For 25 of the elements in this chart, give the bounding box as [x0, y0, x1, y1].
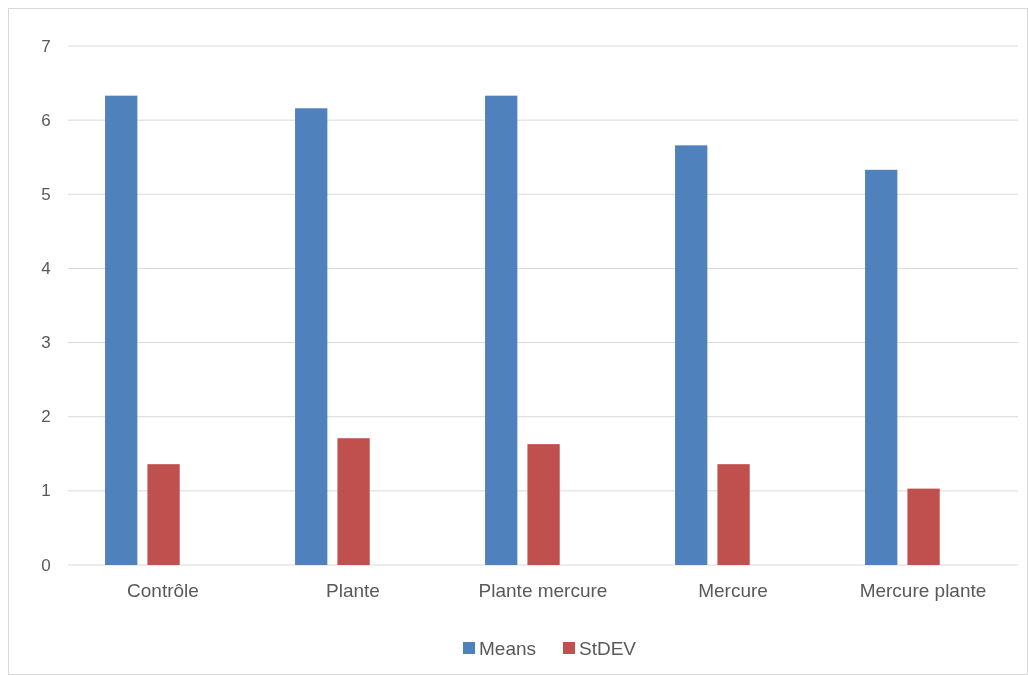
y-tick-label: 1: [41, 481, 51, 501]
bar: [105, 95, 138, 565]
bar: [295, 108, 328, 565]
bar: [147, 464, 180, 565]
bar: [907, 488, 940, 565]
bar: [527, 444, 560, 565]
x-tick-label: Mercure: [698, 580, 768, 601]
x-tick-label: Plante: [326, 580, 380, 601]
legend-label: StDEV: [579, 637, 637, 659]
x-tick-label: Mercure plante: [859, 580, 987, 601]
bar: [485, 95, 518, 565]
y-tick-label: 2: [41, 407, 51, 427]
legend-label: Means: [479, 637, 537, 659]
bar: [717, 464, 750, 565]
x-tick-label: Plante mercure: [478, 580, 608, 601]
y-tick-label: 7: [41, 36, 51, 56]
y-tick-label: 5: [41, 184, 51, 204]
y-tick-label: 0: [41, 555, 51, 575]
bar: [865, 169, 898, 565]
y-tick-label: 6: [41, 110, 51, 130]
y-tick-label: 4: [41, 258, 51, 278]
bar: [337, 438, 370, 565]
x-tick-label: Contrôle: [127, 580, 199, 601]
bar: [675, 145, 708, 565]
y-tick-label: 3: [41, 333, 51, 353]
